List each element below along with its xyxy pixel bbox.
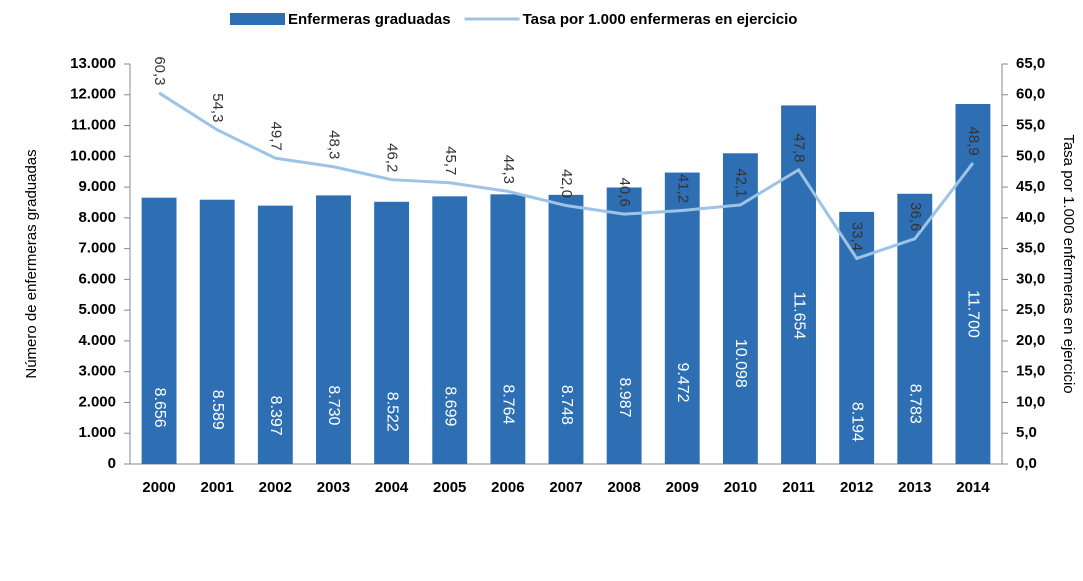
x-tick-label: 2009 — [666, 479, 699, 496]
bar-value-label: 9.472 — [674, 363, 691, 403]
y-tick-label: 7.000 — [78, 240, 116, 257]
y-tick-label: 2.000 — [78, 393, 116, 410]
line-value-label: 41,2 — [674, 174, 691, 203]
y2-tick-label: 15,0 — [1016, 363, 1045, 380]
bar-value-label: 10.098 — [732, 339, 749, 388]
bar-value-label: 8.783 — [907, 384, 924, 424]
line-value-label: 48,3 — [325, 130, 342, 159]
y-tick-label: 11.000 — [71, 117, 116, 134]
bar-value-label: 8.589 — [209, 390, 226, 430]
bar-value-label: 11.700 — [965, 290, 982, 338]
line-value-label: 46,2 — [384, 143, 401, 172]
x-tick-label: 2008 — [607, 479, 640, 496]
bar — [490, 194, 526, 465]
x-tick-label: 2004 — [375, 479, 409, 496]
legend-label: Tasa por 1.000 enfermeras en ejercicio — [523, 11, 798, 28]
y-tick-label: 8.000 — [78, 209, 116, 226]
y2-tick-label: 40,0 — [1016, 209, 1045, 226]
bar — [141, 197, 177, 464]
bar-value-label: 8.699 — [441, 386, 458, 426]
x-tick-label: 2013 — [898, 479, 931, 496]
line-value-label: 54,3 — [209, 93, 226, 122]
y-tick-label: 6.000 — [78, 270, 116, 287]
line-value-label: 47,8 — [791, 133, 808, 162]
bar — [664, 172, 700, 465]
line-value-label: 45,7 — [442, 146, 459, 175]
bar — [548, 194, 584, 465]
line-value-label: 40,6 — [616, 178, 633, 207]
bar-value-label: 8.748 — [558, 385, 575, 425]
y2-tick-label: 0,0 — [1016, 455, 1037, 472]
y-tick-label: 0 — [108, 455, 116, 472]
x-tick-label: 2000 — [142, 479, 175, 496]
x-tick-label: 2001 — [201, 479, 234, 496]
bar-value-label: 8.522 — [383, 392, 400, 432]
legend-label: Enfermeras graduadas — [288, 11, 451, 28]
x-tick-label: 2007 — [549, 479, 582, 496]
bar-value-label: 8.987 — [616, 377, 633, 417]
y-tick-label: 13.000 — [70, 55, 116, 72]
y2-tick-label: 10,0 — [1016, 393, 1045, 410]
bar — [781, 105, 816, 465]
line-value-label: 48,9 — [965, 126, 982, 155]
legend-swatch — [230, 13, 285, 25]
bar — [432, 196, 468, 465]
y2-tick-label: 30,0 — [1016, 270, 1045, 287]
y-tick-label: 9.000 — [78, 178, 116, 195]
y2-tick-label: 45,0 — [1016, 178, 1045, 195]
y-axis-title: Número de enfermeras graduadas — [23, 149, 40, 378]
y2-tick-label: 5,0 — [1016, 424, 1037, 441]
line-value-label: 44,3 — [500, 155, 517, 184]
bar — [606, 187, 642, 464]
bar-value-label: 11.654 — [790, 292, 807, 340]
y-tick-label: 10.000 — [70, 147, 116, 164]
bar — [374, 201, 410, 465]
x-tick-label: 2011 — [782, 479, 815, 496]
y-tick-label: 4.000 — [78, 332, 116, 349]
bar — [955, 104, 991, 464]
bar-value-label: 8.656 — [151, 388, 168, 428]
bar — [257, 205, 293, 464]
bar-value-label: 8.194 — [848, 402, 865, 442]
y-tick-label: 12.000 — [70, 86, 116, 103]
y2-tick-label: 65,0 — [1016, 55, 1045, 72]
y2-tick-label: 55,0 — [1016, 117, 1045, 134]
x-tick-label: 2005 — [433, 479, 466, 496]
y-tick-label: 3.000 — [78, 363, 116, 380]
line-value-label: 60,3 — [151, 56, 168, 85]
y2-tick-label: 25,0 — [1016, 301, 1045, 318]
line-value-label: 33,4 — [849, 222, 866, 251]
x-tick-label: 2014 — [956, 479, 990, 496]
bar-value-label: 8.764 — [500, 384, 517, 424]
y2-tick-label: 20,0 — [1016, 332, 1045, 349]
line-value-label: 36,6 — [907, 202, 924, 231]
line-value-label: 49,7 — [267, 122, 284, 151]
y-tick-label: 1.000 — [78, 424, 116, 441]
y2-tick-label: 35,0 — [1016, 240, 1045, 257]
y2-tick-label: 50,0 — [1016, 147, 1045, 164]
bar — [199, 199, 235, 464]
x-tick-label: 2003 — [317, 479, 350, 496]
x-tick-label: 2002 — [259, 479, 292, 496]
bar-value-label: 8.397 — [267, 396, 284, 436]
bar — [316, 195, 351, 464]
bar-value-label: 8.730 — [325, 385, 342, 425]
y2-axis-title: Tasa por 1.000 enfermeras en ejercicio — [1060, 134, 1077, 393]
line-value-label: 42,1 — [732, 168, 749, 197]
line — [158, 91, 975, 261]
y2-tick-label: 60,0 — [1016, 86, 1045, 103]
bar — [722, 153, 758, 465]
x-tick-label: 2006 — [491, 479, 524, 496]
x-tick-label: 2010 — [724, 479, 757, 496]
x-tick-label: 2012 — [840, 479, 873, 496]
line-value-label: 42,0 — [558, 169, 575, 198]
y-tick-label: 5.000 — [78, 301, 116, 318]
